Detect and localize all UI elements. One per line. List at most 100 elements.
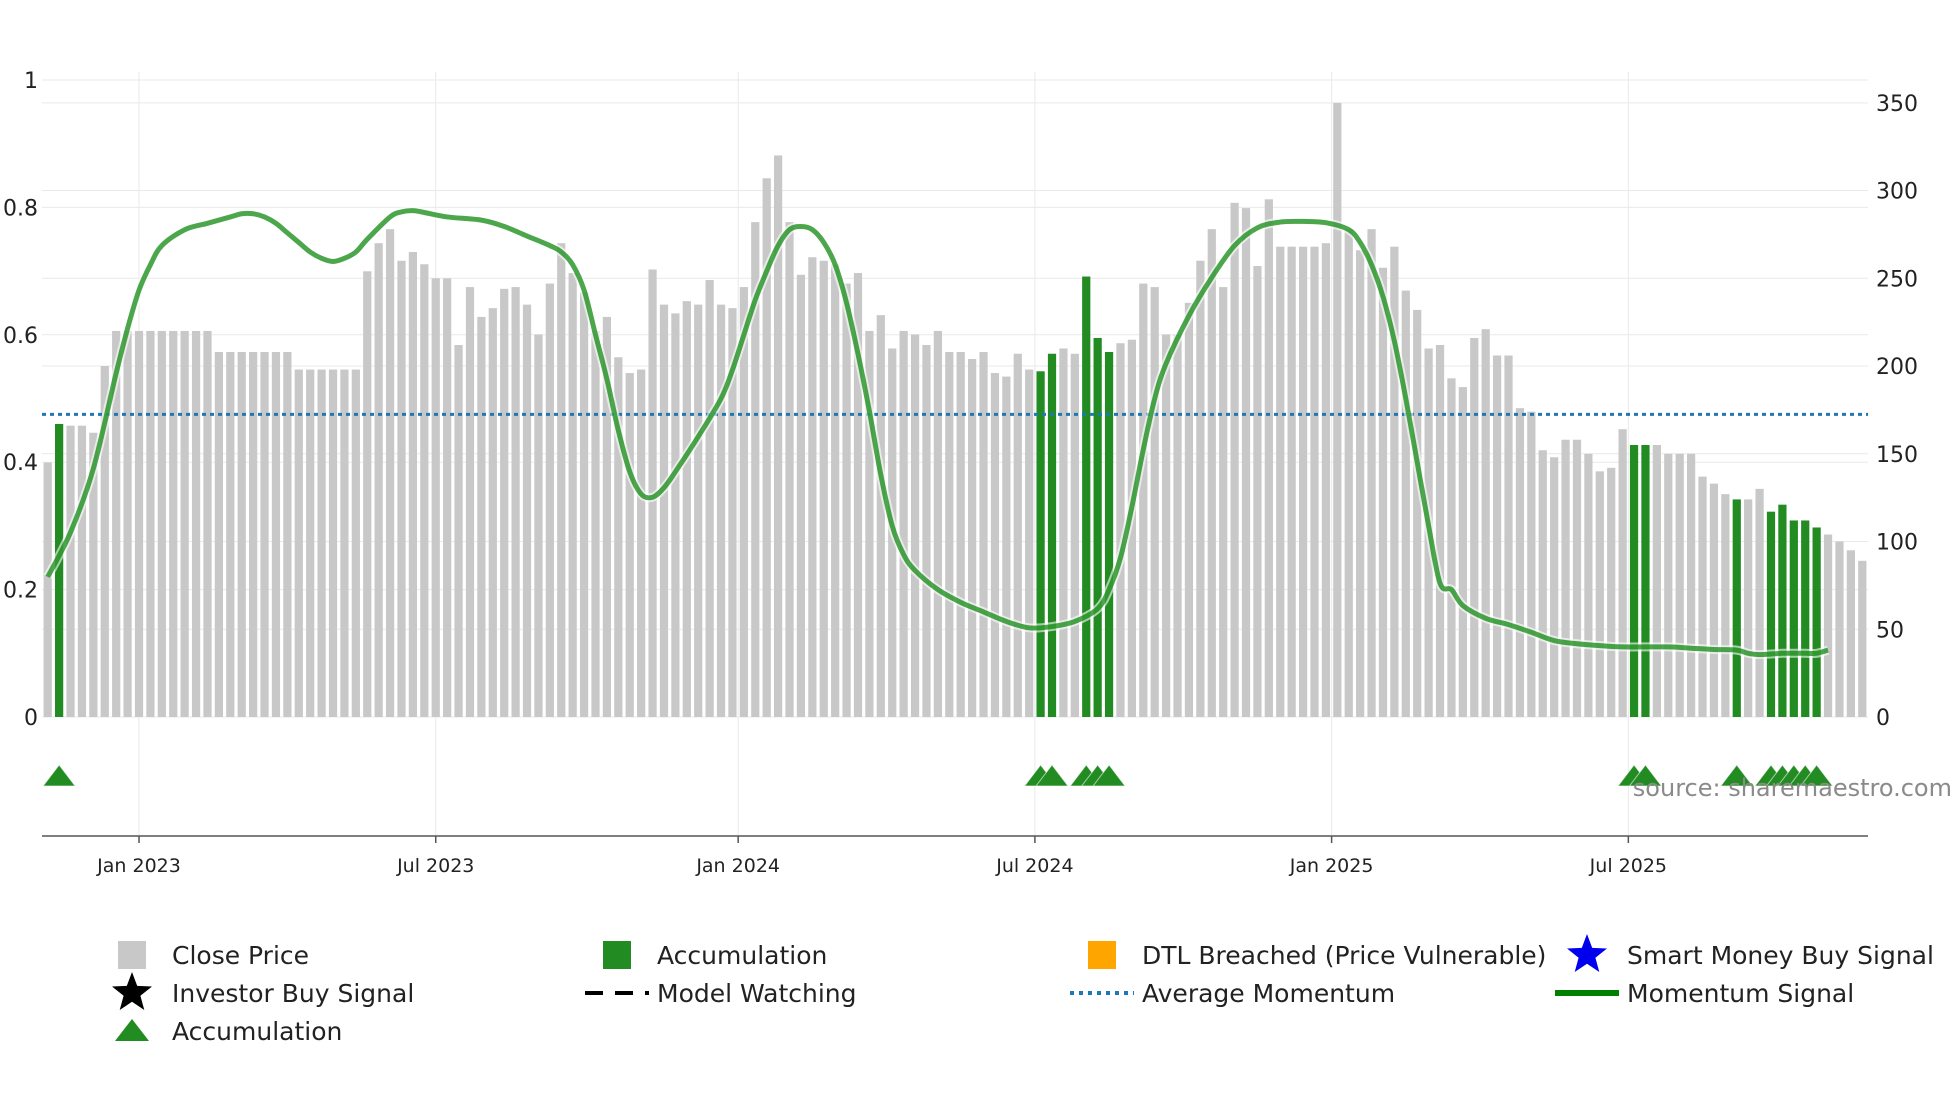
legend-accumulation-swatch — [603, 941, 631, 969]
close-price-bar — [1162, 334, 1171, 717]
close-price-bar — [1858, 560, 1867, 717]
accumulation-triangle-marker — [1034, 764, 1070, 787]
close-price-bar — [1755, 488, 1764, 717]
close-price-bar — [237, 351, 246, 717]
close-price-bar — [1504, 355, 1513, 717]
close-price-bar — [1344, 229, 1353, 717]
close-price-bar — [363, 271, 372, 717]
close-price-bar — [534, 334, 543, 717]
x-axis-tick-label: Jan 2025 — [1289, 855, 1374, 877]
close-price-bar — [1241, 208, 1251, 717]
legend: Close Price Accumulation DTL Breached (Pri… — [112, 934, 1934, 1046]
right-axis-tick-label: 100 — [1876, 531, 1918, 556]
legend-label: Smart Money Buy Signal — [1627, 941, 1934, 970]
close-price-bar — [1607, 467, 1616, 717]
x-axis-tick-label: Jul 2025 — [1589, 855, 1667, 877]
close-price-bar — [477, 316, 486, 717]
legend-label: Close Price — [172, 941, 309, 970]
right-axis-tick-label: 0 — [1876, 706, 1890, 731]
close-price-bar — [340, 369, 349, 717]
close-price-bar — [77, 425, 87, 717]
close-price-bar — [716, 304, 726, 717]
close-price-bar — [157, 330, 166, 717]
close-price-bar — [728, 308, 737, 717]
close-price-bar — [842, 283, 851, 717]
right-axis-tick-label: 200 — [1876, 355, 1918, 380]
close-price-bar — [146, 330, 155, 717]
close-price-bar — [1253, 266, 1262, 717]
close-price-bar — [465, 287, 475, 717]
close-price-bar — [1333, 102, 1342, 717]
close-price-bar — [614, 357, 623, 717]
legend-label: DTL Breached (Price Vulnerable) — [1142, 941, 1546, 970]
close-price-bar — [1401, 290, 1410, 717]
close-price-bar — [1287, 246, 1296, 717]
close-price-bar — [1481, 329, 1490, 717]
legend-label: Accumulation — [172, 1017, 342, 1046]
close-price-bar — [1207, 229, 1216, 717]
close-price-bar — [1150, 287, 1159, 717]
close-price-bar — [374, 243, 383, 717]
accumulation-bar — [1641, 445, 1650, 717]
close-price-bar — [853, 273, 863, 717]
left-axis-tick-label: 0.6 — [3, 324, 38, 349]
close-price-bar — [1652, 445, 1661, 717]
close-price-bar — [819, 260, 828, 717]
accumulation-triangle-marker — [42, 764, 77, 787]
close-price-bar — [1835, 541, 1844, 717]
close-price-bar — [488, 308, 497, 717]
close-price-bar — [671, 313, 680, 717]
smart-money-star-icon — [1567, 934, 1607, 972]
close-price-bar — [579, 292, 589, 717]
accumulation-bar — [1093, 337, 1102, 717]
close-price-bar — [1561, 439, 1570, 717]
close-price-bar — [1435, 344, 1445, 717]
legend-accumulation-triangle-icon — [115, 1019, 149, 1041]
close-price-bar — [500, 288, 509, 717]
close-price-bar — [682, 301, 691, 717]
close-price-bar — [751, 222, 760, 717]
close-price-bar — [191, 330, 201, 717]
close-price-bar — [591, 330, 600, 717]
right-axis-tick-label: 50 — [1876, 618, 1904, 643]
grid-lines — [42, 72, 1868, 835]
legend-label: Average Momentum — [1142, 979, 1395, 1008]
close-price-bar — [351, 369, 360, 717]
close-price-bar — [945, 351, 954, 717]
close-price-bar — [659, 304, 669, 717]
close-price-bar — [1184, 302, 1194, 717]
close-price-bar — [1618, 429, 1627, 717]
right-axis-tick-label: 250 — [1876, 267, 1918, 292]
close-price-bar — [1709, 483, 1719, 717]
close-price-bar — [1550, 457, 1559, 717]
close-price-bar — [545, 283, 554, 717]
left-axis-tick-label: 0.2 — [3, 579, 38, 604]
close-price-bar — [762, 178, 771, 718]
close-price-bar — [1390, 246, 1399, 717]
accumulation-bar — [1036, 371, 1045, 717]
close-price-bar — [1413, 309, 1422, 717]
close-price-bar — [1686, 453, 1696, 717]
close-price-bar — [1013, 353, 1022, 717]
accumulation-bar — [1082, 276, 1091, 717]
close-price-bar — [1470, 337, 1479, 717]
close-price-bar — [1675, 453, 1684, 717]
accumulation-triangle-marker — [1799, 764, 1834, 787]
close-price-bar — [317, 369, 326, 717]
right-axis-tick-label: 350 — [1876, 92, 1918, 117]
close-price-bar — [1595, 471, 1604, 717]
close-price-bar — [431, 278, 440, 717]
left-axis-tick-label: 1 — [24, 69, 38, 94]
x-axis-tick-label: Jan 2024 — [695, 855, 780, 877]
close-price-bar — [933, 330, 942, 717]
close-price-bar — [1492, 355, 1502, 717]
close-price-bar — [557, 243, 566, 717]
close-price-bar — [1025, 369, 1034, 717]
close-price-bar — [1538, 450, 1547, 717]
accumulation-bar — [1766, 511, 1776, 717]
close-price-bar — [420, 264, 429, 717]
close-price-bar — [876, 315, 885, 717]
accumulation-bar — [1812, 527, 1821, 717]
close-price-bar — [260, 351, 269, 717]
close-price-bar — [1458, 387, 1467, 717]
